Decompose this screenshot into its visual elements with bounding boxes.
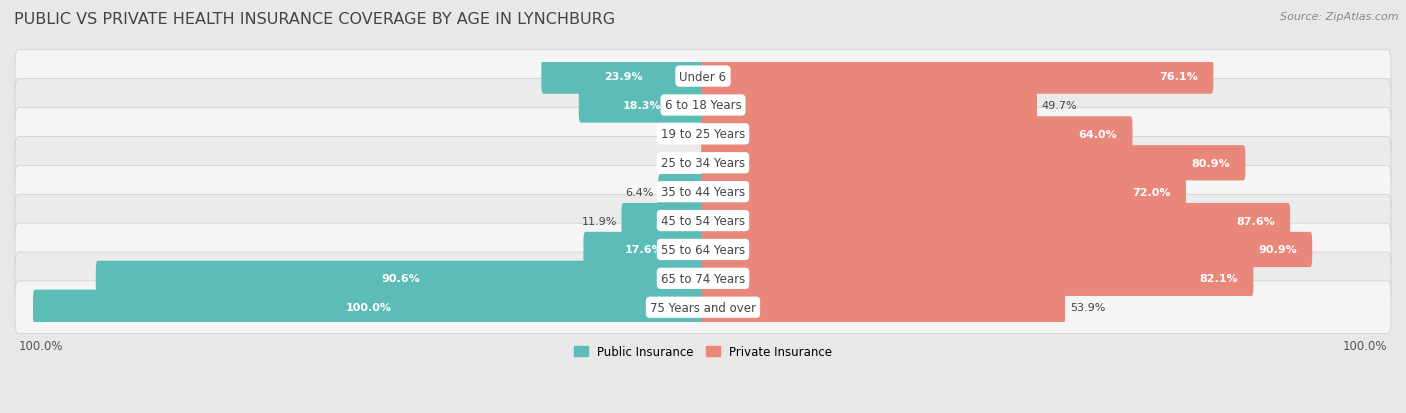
- Text: 53.9%: 53.9%: [1070, 302, 1105, 313]
- FancyBboxPatch shape: [579, 88, 704, 123]
- FancyBboxPatch shape: [702, 232, 1312, 268]
- Text: 45 to 54 Years: 45 to 54 Years: [661, 214, 745, 228]
- FancyBboxPatch shape: [15, 51, 1391, 103]
- Text: 0.0%: 0.0%: [665, 130, 693, 140]
- Text: 55 to 64 Years: 55 to 64 Years: [661, 243, 745, 256]
- Text: 87.6%: 87.6%: [1236, 216, 1275, 226]
- Text: 80.9%: 80.9%: [1191, 158, 1230, 169]
- FancyBboxPatch shape: [702, 290, 1064, 325]
- FancyBboxPatch shape: [15, 108, 1391, 161]
- Text: 82.1%: 82.1%: [1199, 274, 1239, 284]
- Text: 18.3%: 18.3%: [623, 101, 661, 111]
- Text: 49.7%: 49.7%: [1042, 101, 1077, 111]
- FancyBboxPatch shape: [15, 166, 1391, 218]
- Text: 65 to 74 Years: 65 to 74 Years: [661, 272, 745, 285]
- FancyBboxPatch shape: [702, 204, 1291, 239]
- Text: 6 to 18 Years: 6 to 18 Years: [665, 99, 741, 112]
- FancyBboxPatch shape: [15, 223, 1391, 276]
- FancyBboxPatch shape: [702, 117, 1132, 152]
- FancyBboxPatch shape: [32, 290, 704, 325]
- Legend: Public Insurance, Private Insurance: Public Insurance, Private Insurance: [569, 340, 837, 363]
- Text: 6.4%: 6.4%: [626, 187, 654, 197]
- Text: 72.0%: 72.0%: [1132, 187, 1171, 197]
- Text: 25 to 34 Years: 25 to 34 Years: [661, 157, 745, 170]
- Text: 76.1%: 76.1%: [1159, 72, 1198, 82]
- FancyBboxPatch shape: [702, 175, 1185, 210]
- Text: 64.0%: 64.0%: [1078, 130, 1118, 140]
- Text: 19 to 25 Years: 19 to 25 Years: [661, 128, 745, 141]
- Text: 100.0%: 100.0%: [346, 302, 392, 313]
- FancyBboxPatch shape: [702, 88, 1038, 123]
- FancyBboxPatch shape: [15, 195, 1391, 247]
- Text: 17.6%: 17.6%: [624, 245, 664, 255]
- FancyBboxPatch shape: [96, 261, 704, 296]
- Text: 100.0%: 100.0%: [18, 339, 63, 352]
- Text: PUBLIC VS PRIVATE HEALTH INSURANCE COVERAGE BY AGE IN LYNCHBURG: PUBLIC VS PRIVATE HEALTH INSURANCE COVER…: [14, 12, 616, 27]
- FancyBboxPatch shape: [15, 137, 1391, 190]
- FancyBboxPatch shape: [15, 252, 1391, 305]
- FancyBboxPatch shape: [15, 79, 1391, 132]
- Text: Under 6: Under 6: [679, 71, 727, 83]
- Text: 75 Years and over: 75 Years and over: [650, 301, 756, 314]
- Text: 0.0%: 0.0%: [665, 158, 693, 169]
- FancyBboxPatch shape: [583, 232, 704, 268]
- FancyBboxPatch shape: [702, 146, 1246, 181]
- Text: 11.9%: 11.9%: [582, 216, 617, 226]
- FancyBboxPatch shape: [702, 59, 1213, 95]
- FancyBboxPatch shape: [15, 281, 1391, 334]
- FancyBboxPatch shape: [541, 59, 704, 95]
- FancyBboxPatch shape: [702, 261, 1253, 296]
- Text: 35 to 44 Years: 35 to 44 Years: [661, 186, 745, 199]
- Text: 90.6%: 90.6%: [381, 274, 420, 284]
- Text: Source: ZipAtlas.com: Source: ZipAtlas.com: [1281, 12, 1399, 22]
- Text: 90.9%: 90.9%: [1258, 245, 1296, 255]
- Text: 23.9%: 23.9%: [603, 72, 643, 82]
- FancyBboxPatch shape: [621, 204, 704, 239]
- FancyBboxPatch shape: [658, 175, 704, 210]
- Text: 100.0%: 100.0%: [1343, 339, 1388, 352]
